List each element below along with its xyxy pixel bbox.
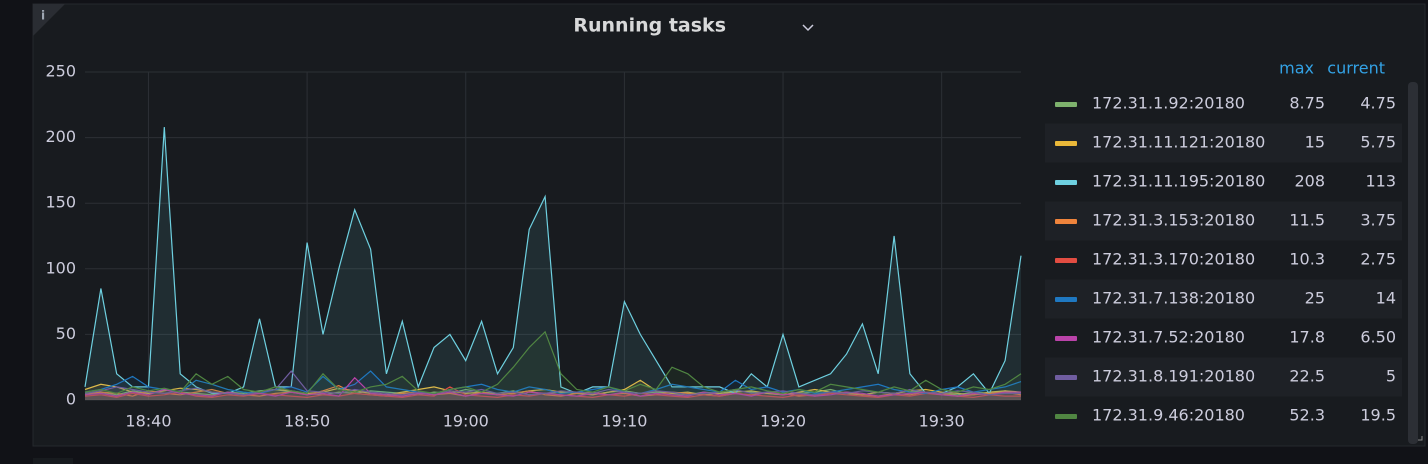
legend-header: current: [1327, 59, 1385, 78]
legend-max: 208: [1294, 172, 1325, 191]
legend-current: 113: [1365, 172, 1396, 191]
x-tick-label: 19:20: [760, 412, 806, 431]
series-area: [85, 377, 1021, 400]
x-tick-label: 18:50: [284, 412, 330, 431]
y-tick-label: 50: [56, 324, 76, 343]
legend-row-bg: [1045, 123, 1402, 163]
legend-name[interactable]: 172.31.1.92:20180: [1092, 94, 1245, 113]
y-tick-label: 250: [45, 62, 76, 81]
series-area: [85, 386, 1021, 400]
legend-name[interactable]: 172.31.3.170:20180: [1092, 250, 1255, 269]
series-area: [85, 127, 1021, 400]
y-tick-label: 150: [45, 193, 76, 212]
legend-current: 2.75: [1360, 250, 1396, 269]
y-tick-label: 0: [66, 390, 76, 409]
legend-max: 8.75: [1289, 94, 1325, 113]
legend-swatch: [1055, 141, 1077, 146]
legend-clip: [1045, 52, 1405, 62]
series-area: [85, 389, 1021, 400]
legend-current: 3.75: [1360, 211, 1396, 230]
series-line: [84, 330, 1022, 395]
legend-max: 15: [1305, 133, 1325, 152]
legend-name[interactable]: 172.31.7.52:20180: [1092, 328, 1245, 347]
legend-swatch: [1055, 414, 1077, 419]
series-line: [84, 370, 1022, 395]
legend-row-bg: [1045, 279, 1402, 319]
next-panel: [33, 458, 73, 464]
x-tick-label: 18:40: [125, 412, 171, 431]
legend-swatch: [1055, 219, 1077, 224]
legend-swatch: [1055, 375, 1077, 380]
legend-swatch: [1055, 336, 1077, 341]
legend-max: 52.3: [1289, 406, 1325, 425]
y-tick-label: 200: [45, 127, 76, 146]
legend-name[interactable]: 172.31.3.153:20180: [1092, 211, 1255, 230]
legend-current: 4.75: [1360, 94, 1396, 113]
legend-current: 5: [1386, 367, 1396, 386]
info-icon: i: [41, 9, 45, 23]
chart-title[interactable]: Running tasks: [573, 15, 726, 37]
legend-swatch: [1055, 297, 1077, 302]
legend-max: 25: [1305, 289, 1325, 308]
info-corner[interactable]: [33, 4, 65, 36]
legend-scrollbar[interactable]: [1408, 82, 1418, 444]
x-tick-label: 19:10: [601, 412, 647, 431]
legend-name[interactable]: 172.31.11.195:20180: [1092, 172, 1265, 191]
legend-row-bg: [1045, 201, 1402, 241]
legend-name[interactable]: 172.31.7.138:20180: [1092, 289, 1255, 308]
legend-max: 11.5: [1289, 211, 1325, 230]
series-area: [85, 331, 1021, 400]
legend-header: max: [1279, 59, 1314, 78]
legend-current: 19.5: [1360, 406, 1396, 425]
legend-swatch: [1055, 258, 1077, 263]
legend-current: 14: [1376, 289, 1396, 308]
legend-current: 5.75: [1360, 133, 1396, 152]
resize-handle[interactable]: [1418, 436, 1423, 441]
legend-name[interactable]: 172.31.11.121:20180: [1092, 133, 1265, 152]
title-caret[interactable]: [802, 24, 814, 32]
legend-row-bg: [1045, 357, 1402, 397]
legend-max: 10.3: [1289, 250, 1325, 269]
y-tick-label: 100: [45, 258, 76, 277]
x-tick-label: 19:00: [443, 412, 489, 431]
legend-swatch: [1055, 180, 1077, 185]
legend-name[interactable]: 172.31.8.191:20180: [1092, 367, 1255, 386]
legend-current: 6.50: [1360, 328, 1396, 347]
legend-swatch: [1055, 102, 1077, 107]
x-tick-label: 19:30: [919, 412, 965, 431]
legend-max: 22.5: [1289, 367, 1325, 386]
series-line: [84, 370, 1021, 396]
legend-max: 17.8: [1289, 328, 1325, 347]
legend-name[interactable]: 172.31.9.46:20180: [1092, 406, 1245, 425]
